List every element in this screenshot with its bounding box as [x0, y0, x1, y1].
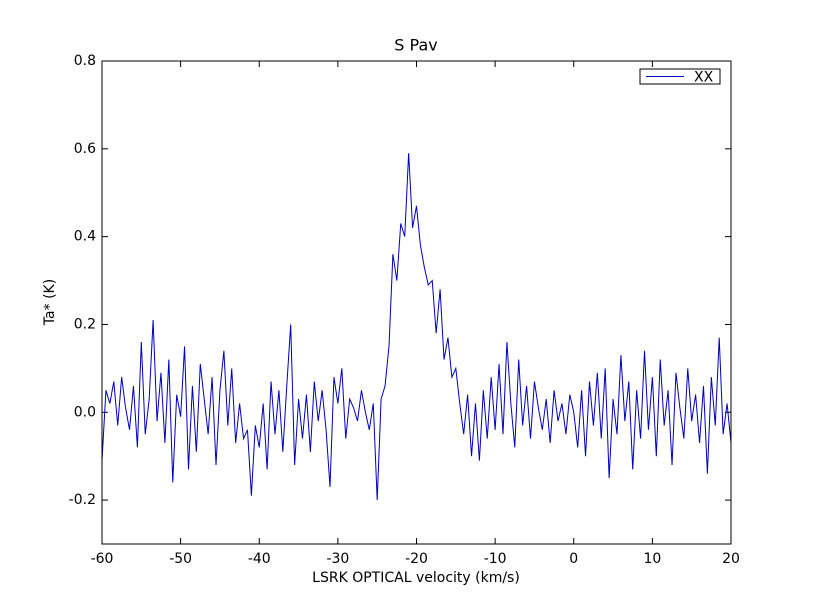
- y-axis-label: Ta* (K): [42, 279, 58, 326]
- x-tick-label: -30: [326, 551, 349, 567]
- legend-label: XX: [694, 70, 714, 86]
- x-tick-label: -40: [248, 551, 271, 567]
- y-tick-label: 0.2: [74, 316, 96, 332]
- x-tick-label: 10: [643, 551, 661, 567]
- x-tick-label: -20: [405, 551, 428, 567]
- y-tick-label: 0.0: [74, 404, 96, 420]
- x-tick-label: -60: [91, 551, 114, 567]
- x-tick-label: 20: [722, 551, 740, 567]
- chart-title: S Pav: [394, 36, 437, 55]
- y-tick-label: 0.6: [74, 141, 96, 157]
- y-tick-label: 0.4: [74, 229, 96, 245]
- x-axis-label: LSRK OPTICAL velocity (km/s): [312, 570, 520, 586]
- y-tick-label: 0.8: [74, 53, 96, 69]
- y-tick-label: -0.2: [69, 492, 96, 508]
- plot-frame: [101, 60, 732, 545]
- x-tick-label: 0: [569, 551, 578, 567]
- series-line: [101, 153, 732, 501]
- x-tick-label: -10: [484, 551, 507, 567]
- x-tick-label: -50: [169, 551, 192, 567]
